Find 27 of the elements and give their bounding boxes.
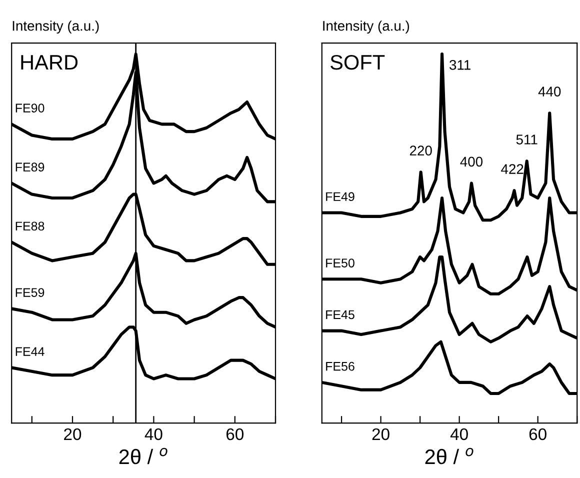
x-tick-label: 20 bbox=[64, 428, 82, 440]
x-axis-title: 2θ / $^{o}$ bbox=[119, 448, 168, 464]
series-label: FE89 bbox=[16, 162, 44, 172]
series-label: FE90 bbox=[16, 104, 44, 112]
series-label: FE49 bbox=[326, 192, 354, 202]
series-label: FE59 bbox=[16, 288, 44, 297]
series-label: FE50 bbox=[326, 258, 354, 268]
annotation: 511 bbox=[516, 134, 538, 144]
x-tick-label: 60 bbox=[226, 428, 244, 440]
annotation: SOFT bbox=[330, 54, 385, 70]
series-label: FE88 bbox=[16, 222, 44, 231]
annotation: 400 bbox=[460, 156, 483, 167]
annotation: HARD bbox=[21, 55, 78, 70]
x-tick-label: 60 bbox=[529, 428, 546, 440]
annotation: 311 bbox=[450, 60, 470, 70]
annotation: 440 bbox=[538, 86, 561, 96]
y-axis-title: Intensity (a.u.) bbox=[12, 20, 99, 34]
series-label: FE44 bbox=[16, 347, 44, 356]
x-tick-label: 20 bbox=[372, 428, 390, 440]
x-tick-label: 40 bbox=[144, 428, 162, 440]
y-axis-title: Intensity (a.u.) bbox=[323, 20, 410, 34]
x-tick-label: 40 bbox=[450, 428, 468, 440]
x-axis-title: 2θ / $^{o}$ bbox=[425, 448, 474, 464]
series-label: FE56 bbox=[326, 362, 354, 371]
annotation: 422 bbox=[501, 164, 524, 174]
series-label: FE45 bbox=[326, 310, 354, 320]
annotation: 220 bbox=[410, 146, 432, 156]
